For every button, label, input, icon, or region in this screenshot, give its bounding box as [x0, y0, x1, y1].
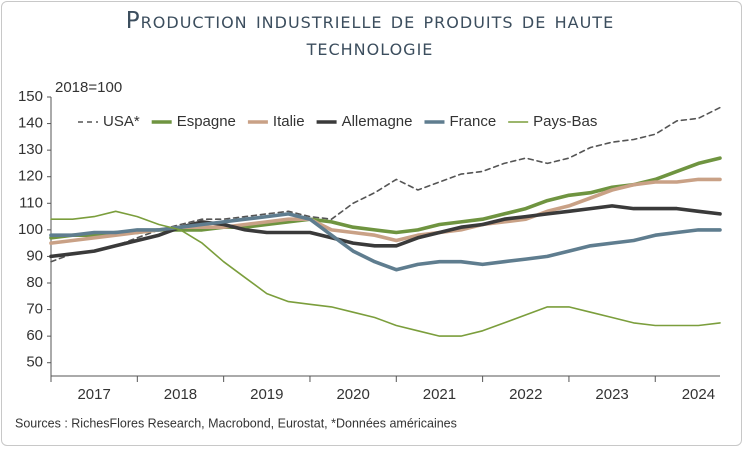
x-tick-label: 2017 [77, 386, 110, 403]
series-line [50, 210, 721, 337]
legend-label: France [449, 113, 496, 130]
y-tick-label: 120 [18, 168, 43, 185]
y-tick-label: 150 [18, 88, 43, 105]
legend-label: Allemagne [342, 113, 413, 130]
y-tick-label: 70 [26, 301, 43, 318]
legend-label: Pays-Bas [533, 113, 597, 130]
legend-label: USA* [103, 113, 140, 130]
x-tick-label: 2022 [509, 386, 542, 403]
series-line [49, 204, 722, 259]
chart-title: Production industrielle de produits de h… [125, 8, 615, 61]
x-tick-label: 2019 [250, 386, 283, 403]
y-tick-label: 60 [26, 327, 43, 344]
y-tick-label: 110 [19, 194, 43, 211]
legend-label: Espagne [177, 113, 236, 130]
legend-label: Italie [273, 113, 305, 130]
series-line [49, 156, 722, 240]
series-line [49, 177, 722, 245]
x-tick-label: 2021 [423, 386, 456, 403]
series-line [49, 212, 722, 272]
subtitle: 2018=100 [55, 79, 122, 96]
y-tick-label: 100 [18, 221, 43, 238]
x-tick-label: 2020 [336, 386, 369, 403]
x-tick-label: 2023 [595, 386, 628, 403]
y-tick-label: 50 [26, 354, 43, 371]
x-tick-label: 2024 [682, 386, 715, 403]
y-tick-label: 80 [26, 274, 43, 291]
x-tick-label: 2018 [164, 386, 197, 403]
y-tick-label: 90 [26, 247, 43, 264]
y-tick-label: 130 [18, 141, 43, 158]
y-tick-label: 140 [18, 115, 43, 132]
source: Sources : RichesFlores Research, Macrobo… [15, 416, 457, 430]
